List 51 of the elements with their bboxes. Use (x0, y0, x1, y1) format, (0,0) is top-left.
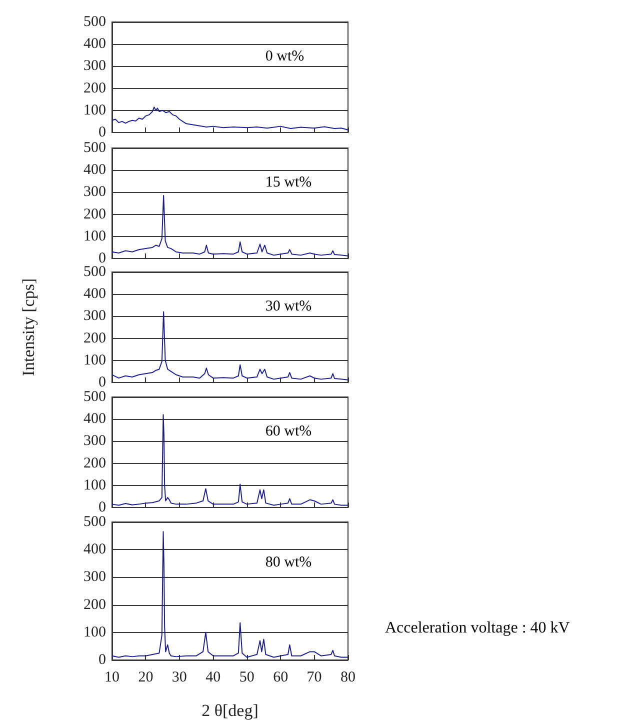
y-tick-label: 500 (84, 514, 106, 530)
y-tick-label: 500 (84, 389, 106, 405)
y-tick-label: 0 (98, 652, 106, 668)
x-tick-label: 20 (138, 670, 154, 686)
y-axis-title: Intensity [cps] (19, 278, 38, 376)
x-tick-label: 70 (306, 670, 322, 686)
y-tick-label: 200 (84, 455, 106, 472)
annotation: 30 wt% (265, 298, 312, 315)
y-tick-label: 200 (84, 80, 106, 96)
y-tick-label: 100 (84, 624, 106, 640)
y-tick-label: 400 (84, 542, 106, 558)
annotation: 15 wt% (265, 174, 312, 191)
y-tick-label: 0 (98, 500, 106, 516)
y-tick-label: 200 (84, 206, 106, 222)
text: Acceleration voltage : 40 kV (385, 620, 570, 636)
y-tick-label: 300 (84, 308, 106, 324)
line-series (112, 531, 348, 658)
x-tick-label: 80 (340, 670, 356, 686)
y-tick-label: 300 (84, 569, 106, 586)
x-tick-label: 40 (206, 670, 221, 686)
annotation: 0 wt% (265, 48, 304, 65)
y-tick-label: 100 (84, 477, 106, 494)
y-tick-label: 400 (84, 162, 106, 178)
x-tick-label: 10 (104, 670, 120, 686)
x-tick-label: 60 (273, 670, 288, 686)
y-tick-label: 0 (98, 374, 106, 390)
y-tick-label: 200 (84, 330, 106, 346)
y-tick-label: 400 (84, 286, 106, 302)
line-series (112, 414, 348, 506)
y-tick-label: 300 (84, 58, 106, 74)
y-tick-label: 0 (98, 124, 106, 140)
annotation: 80 wt% (265, 554, 312, 571)
y-tick-label: 100 (84, 352, 106, 368)
y-tick-label: 100 (84, 228, 106, 244)
y-tick-label: 500 (84, 14, 106, 30)
y-tick-label: 300 (84, 184, 106, 200)
x-tick-label: 50 (239, 670, 254, 686)
y-tick-label: 200 (84, 596, 106, 613)
line-series (112, 311, 348, 380)
y-tick-label: 0 (98, 250, 106, 266)
y-tick-label: 500 (84, 264, 106, 280)
x-axis-title: 2 θ[deg] (202, 701, 258, 720)
y-tick-label: 500 (84, 140, 106, 156)
y-tick-label: 100 (84, 102, 106, 118)
annotation: 60 wt% (265, 424, 312, 440)
y-tick-label: 400 (84, 411, 106, 428)
y-tick-label: 400 (84, 36, 106, 52)
y-tick-label: 300 (84, 433, 106, 450)
line-series (112, 106, 348, 130)
x-tick-label: 30 (172, 670, 187, 686)
line-series (112, 195, 348, 256)
